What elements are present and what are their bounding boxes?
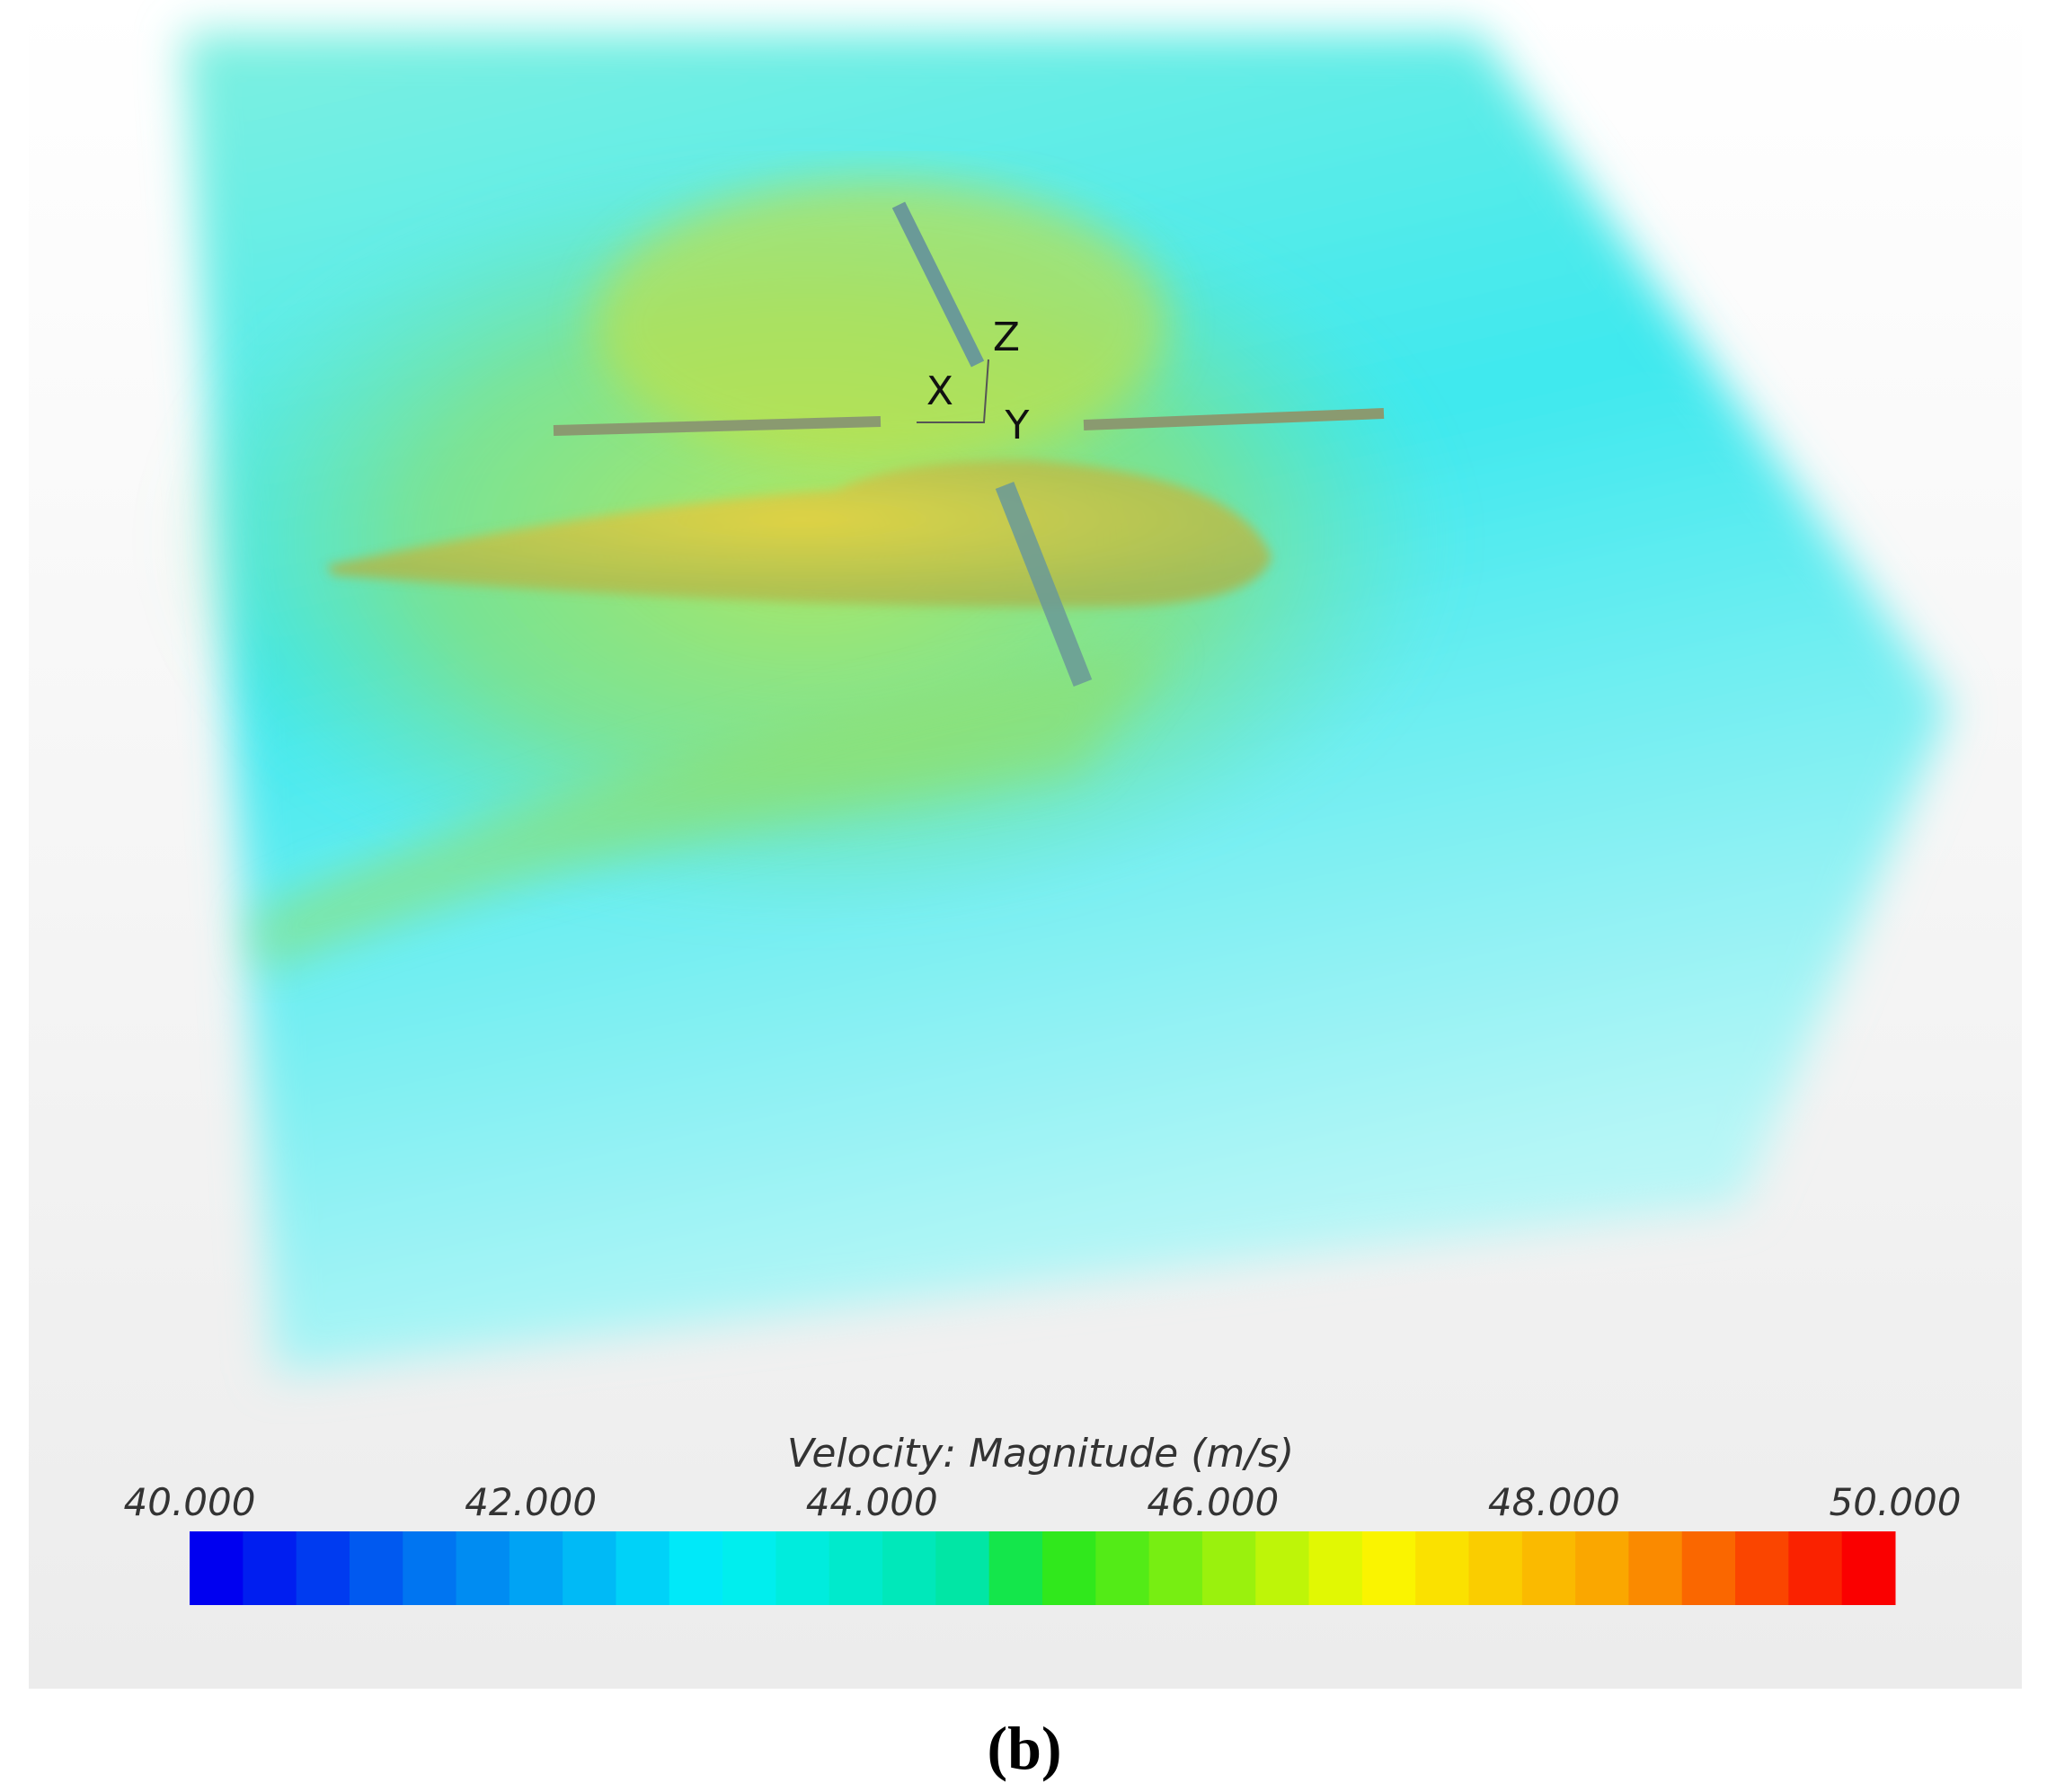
- colorbar-band: [456, 1531, 510, 1605]
- axis-label: Y: [1005, 403, 1030, 448]
- colorbar-band: [722, 1531, 776, 1605]
- colorbar-band: [882, 1531, 936, 1605]
- vortex-upper: [593, 180, 1168, 467]
- colorbar-band: [935, 1531, 990, 1605]
- colorbar-band: [669, 1531, 723, 1605]
- colorbar-tick-label: 44.000: [806, 1480, 938, 1524]
- rotor-blade: [553, 416, 882, 436]
- rotor-blade: [995, 481, 1093, 688]
- colorbar-band: [563, 1531, 616, 1605]
- colorbar-band: [243, 1531, 297, 1605]
- colorbar-band: [1095, 1531, 1150, 1605]
- colorbar-band: [1415, 1531, 1469, 1605]
- colorbar-band: [775, 1531, 830, 1605]
- rotor-blade: [891, 201, 985, 368]
- colorbar-band: [1788, 1531, 1843, 1605]
- axis-label: X: [926, 368, 953, 414]
- colorbar-band: [1575, 1531, 1629, 1605]
- colorbar-band: [616, 1531, 670, 1605]
- axis-triad: [917, 359, 989, 423]
- axis-label: Z: [993, 315, 1020, 360]
- wake-trail: [252, 647, 1168, 971]
- colorbar-band: [1521, 1531, 1576, 1605]
- colorbar-band: [190, 1531, 244, 1605]
- colorbar-band: [1841, 1531, 1896, 1605]
- colorbar-band: [1148, 1531, 1203, 1605]
- colorbar-band: [1735, 1531, 1789, 1605]
- colorbar-band: [1308, 1531, 1363, 1605]
- colorbar-title: Velocity: Magnitude (m/s): [787, 1431, 1294, 1477]
- colorbar-band: [988, 1531, 1043, 1605]
- colorbar-band: [296, 1531, 350, 1605]
- colorbar-band: [1255, 1531, 1310, 1605]
- colorbar-tick-label: 42.000: [465, 1480, 597, 1524]
- colorbar-tick-label: 40.000: [124, 1480, 256, 1524]
- caption: (b): [987, 1714, 1061, 1782]
- colorbar-band: [509, 1531, 563, 1605]
- rotor-blade: [1083, 408, 1385, 430]
- colorbar-band: [1201, 1531, 1256, 1605]
- colorbar-band: [403, 1531, 457, 1605]
- colorbar-tick-label: 46.000: [1147, 1480, 1279, 1524]
- colorbar-band: [1361, 1531, 1416, 1605]
- colorbar-band: [1681, 1531, 1736, 1605]
- colorbar-tick-label: 48.000: [1488, 1480, 1620, 1524]
- colorbar-band: [829, 1531, 883, 1605]
- colorbar-band: [349, 1531, 403, 1605]
- colorbar-band: [1468, 1531, 1523, 1605]
- colorbar-band: [1628, 1531, 1683, 1605]
- colorbar-tick-label: 50.000: [1830, 1480, 1962, 1524]
- colorbar-band: [1042, 1531, 1096, 1605]
- colorbar: 40.000 42.000 44.000 46.000 48.000 50.000: [124, 1480, 1962, 1605]
